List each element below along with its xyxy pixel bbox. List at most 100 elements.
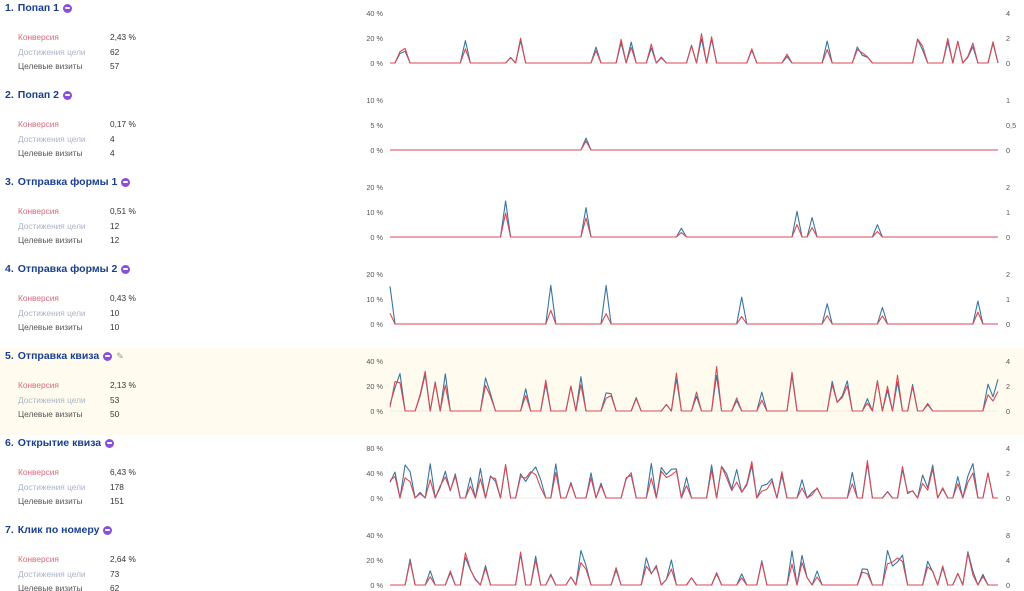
conversion-value: 2,64 % [110,554,136,564]
conversion-series-line [389,366,999,412]
y-axis-left-tick: 20 % [366,556,383,565]
goal-number: 4. [5,263,14,275]
goal-chart: 10 % 5 % 0 % 1 0,5 0 [360,87,1024,174]
goal-block: 1. Попап 1 Конверсия 2,43 % Достижения цели 6… [0,0,1024,87]
y-axis-right-tick: 0 [1006,233,1010,242]
y-axis-right-tick: 0 [1006,320,1010,329]
y-axis-right-tick: 0 [1006,59,1010,68]
y-axis-left-tick: 0 % [370,407,383,416]
chart-svg: 80 % 40 % 0 % 4 2 0 [366,444,1010,503]
y-axis-right-tick: 4 [1006,556,1010,565]
conversion-value: 6,43 % [110,467,136,477]
achievements-value: 178 [110,482,124,492]
goal-badge-icon [103,525,113,535]
achievements-value: 4 [110,134,115,144]
achievements-label: Достижения цели [18,221,86,231]
achievements-value: 12 [110,221,120,231]
achievements-label: Достижения цели [18,308,86,318]
visits-series-line [390,200,998,238]
goal-name-link[interactable]: Клик по номеру [17,524,100,536]
y-axis-left-tick: 20 % [366,183,383,192]
chart-svg: 20 % 10 % 0 % 2 1 0 [366,270,1010,329]
y-axis-left-tick: 80 % [366,444,383,453]
goal-number: 6. [5,437,14,449]
conversion-series-line [389,460,998,499]
goal-name-link[interactable]: Попап 1 [17,2,60,14]
visits-series-line [390,137,998,151]
goal-name-link[interactable]: Попап 2 [17,89,60,101]
y-axis-left-tick: 0 % [370,581,383,590]
conversion-value: 0,51 % [110,206,136,216]
y-axis-right-tick: 4 [1006,444,1010,453]
goal-block: 4. Отправка формы 2 Конверсия 0,43 % Достиже… [0,261,1024,348]
conversion-series-line [390,212,998,238]
y-axis-left-tick: 20 % [366,34,383,43]
conversion-label: Конверсия [18,554,59,564]
chart-svg: 10 % 5 % 0 % 1 0,5 0 [366,96,1016,155]
goal-name-link[interactable]: Отправка формы 1 [17,176,118,188]
goal-badge-icon [63,3,73,13]
y-axis-left-tick: 0 % [370,233,383,242]
goal-badge-icon [63,90,73,100]
visits-label: Целевые визиты [18,322,83,332]
pencil-icon[interactable]: ✎ [116,351,124,361]
y-axis-left-tick: 10 % [366,295,383,304]
goal-number: 1. [5,2,14,14]
y-axis-left-tick: 20 % [366,382,383,391]
goal-name-link[interactable]: Отправка квиза [17,350,100,362]
chart-svg: 40 % 20 % 0 % 8 4 0 [366,531,1010,590]
conversion-series-line [390,140,998,151]
achievements-label: Достижения цели [18,395,86,405]
goal-badge-icon [121,264,131,274]
conversion-label: Конверсия [18,206,59,216]
visits-value: 12 [110,235,120,245]
y-axis-right-tick: 1 [1006,96,1010,105]
achievements-value: 62 [110,47,120,57]
visits-value: 62 [110,583,120,591]
goal-title: 1. Попап 1 [5,2,73,14]
goal-chart: 40 % 20 % 0 % 8 4 0 [360,522,1024,591]
y-axis-left-tick: 40 % [366,357,383,366]
goal-number: 3. [5,176,14,188]
y-axis-right-tick: 2 [1006,34,1010,43]
goal-name-link[interactable]: Открытие квиза [17,437,102,449]
achievements-value: 73 [110,569,120,579]
goal-title: 3. Отправка формы 1 [5,176,131,188]
visits-series-line [389,284,998,325]
achievements-label: Достижения цели [18,134,86,144]
y-axis-left-tick: 40 % [366,469,383,478]
y-axis-left-tick: 40 % [366,531,383,540]
goal-block: 6. Открытие квиза Конверсия 6,43 % Достижени… [0,435,1024,522]
visits-value: 57 [110,61,120,71]
y-axis-right-tick: 8 [1006,531,1010,540]
y-axis-right-tick: 0 [1006,407,1010,416]
y-axis-right-tick: 2 [1006,183,1010,192]
y-axis-right-tick: 2 [1006,469,1010,478]
y-axis-left-tick: 10 % [366,208,383,217]
y-axis-left-tick: 0 % [370,146,383,155]
goal-chart: 20 % 10 % 0 % 2 1 0 [360,174,1024,261]
conversion-label: Конверсия [18,380,59,390]
y-axis-left-tick: 10 % [366,96,383,105]
y-axis-right-tick: 4 [1006,9,1010,18]
y-axis-right-tick: 1 [1006,295,1010,304]
conversion-label: Конверсия [18,293,59,303]
visits-label: Целевые визиты [18,409,83,419]
goal-number: 5. [5,350,14,362]
chart-svg: 20 % 10 % 0 % 2 1 0 [366,183,1010,242]
y-axis-right-tick: 0 [1006,581,1010,590]
visits-label: Целевые визиты [18,496,83,506]
visits-label: Целевые визиты [18,583,83,591]
y-axis-left-tick: 20 % [366,270,383,279]
visits-value: 10 [110,322,120,332]
conversion-value: 2,13 % [110,380,136,390]
y-axis-right-tick: 0 [1006,494,1010,503]
chart-svg: 40 % 20 % 0 % 4 2 0 [366,9,1010,68]
goal-name-link[interactable]: Отправка формы 2 [17,263,118,275]
visits-label: Целевые визиты [18,235,83,245]
goal-title: 6. Открытие квиза [5,437,115,449]
visits-value: 50 [110,409,120,419]
goal-chart: 40 % 20 % 0 % 4 2 0 [360,348,1024,435]
conversion-value: 0,43 % [110,293,136,303]
goal-block: 7. Клик по номеру Конверсия 2,64 % Достижени… [0,522,1024,591]
